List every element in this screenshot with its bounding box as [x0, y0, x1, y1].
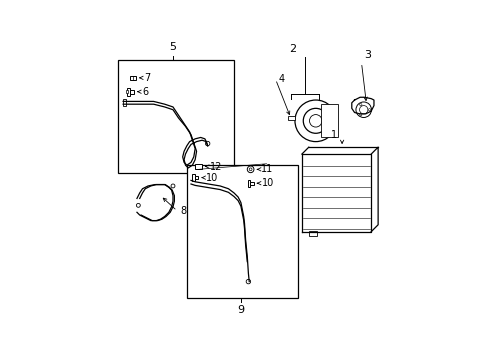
Bar: [249, 181, 253, 185]
Circle shape: [136, 203, 140, 207]
Text: 4: 4: [278, 74, 284, 84]
Bar: [321, 104, 337, 138]
Circle shape: [355, 102, 371, 117]
Text: 9: 9: [237, 305, 244, 315]
Text: 3: 3: [364, 50, 370, 60]
Circle shape: [294, 100, 336, 141]
Text: 11: 11: [261, 164, 273, 174]
Circle shape: [171, 184, 175, 188]
Circle shape: [309, 114, 321, 127]
Bar: [192, 174, 194, 181]
Bar: [308, 231, 317, 236]
Text: 10: 10: [206, 173, 218, 183]
Text: 10: 10: [261, 178, 273, 188]
Circle shape: [249, 168, 251, 171]
Bar: [117, 60, 233, 174]
Text: 8: 8: [180, 206, 185, 216]
Bar: [130, 90, 134, 94]
Bar: [247, 180, 249, 186]
Bar: [122, 99, 125, 105]
Circle shape: [245, 279, 250, 284]
Text: 2: 2: [288, 44, 295, 54]
Circle shape: [247, 166, 253, 173]
Circle shape: [303, 108, 327, 133]
Bar: [195, 164, 202, 169]
Bar: [287, 116, 294, 120]
Circle shape: [359, 114, 361, 116]
Bar: [130, 76, 136, 80]
Text: 6: 6: [142, 87, 148, 97]
Text: 5: 5: [169, 41, 176, 51]
Bar: [127, 87, 130, 96]
Circle shape: [359, 105, 367, 114]
Bar: [186, 165, 297, 298]
Circle shape: [367, 109, 370, 111]
Circle shape: [359, 104, 361, 106]
Text: 12: 12: [209, 162, 222, 172]
Circle shape: [205, 141, 209, 146]
Text: 1: 1: [330, 130, 336, 140]
Text: 7: 7: [144, 73, 150, 83]
Bar: [194, 176, 198, 179]
Bar: [125, 90, 127, 93]
